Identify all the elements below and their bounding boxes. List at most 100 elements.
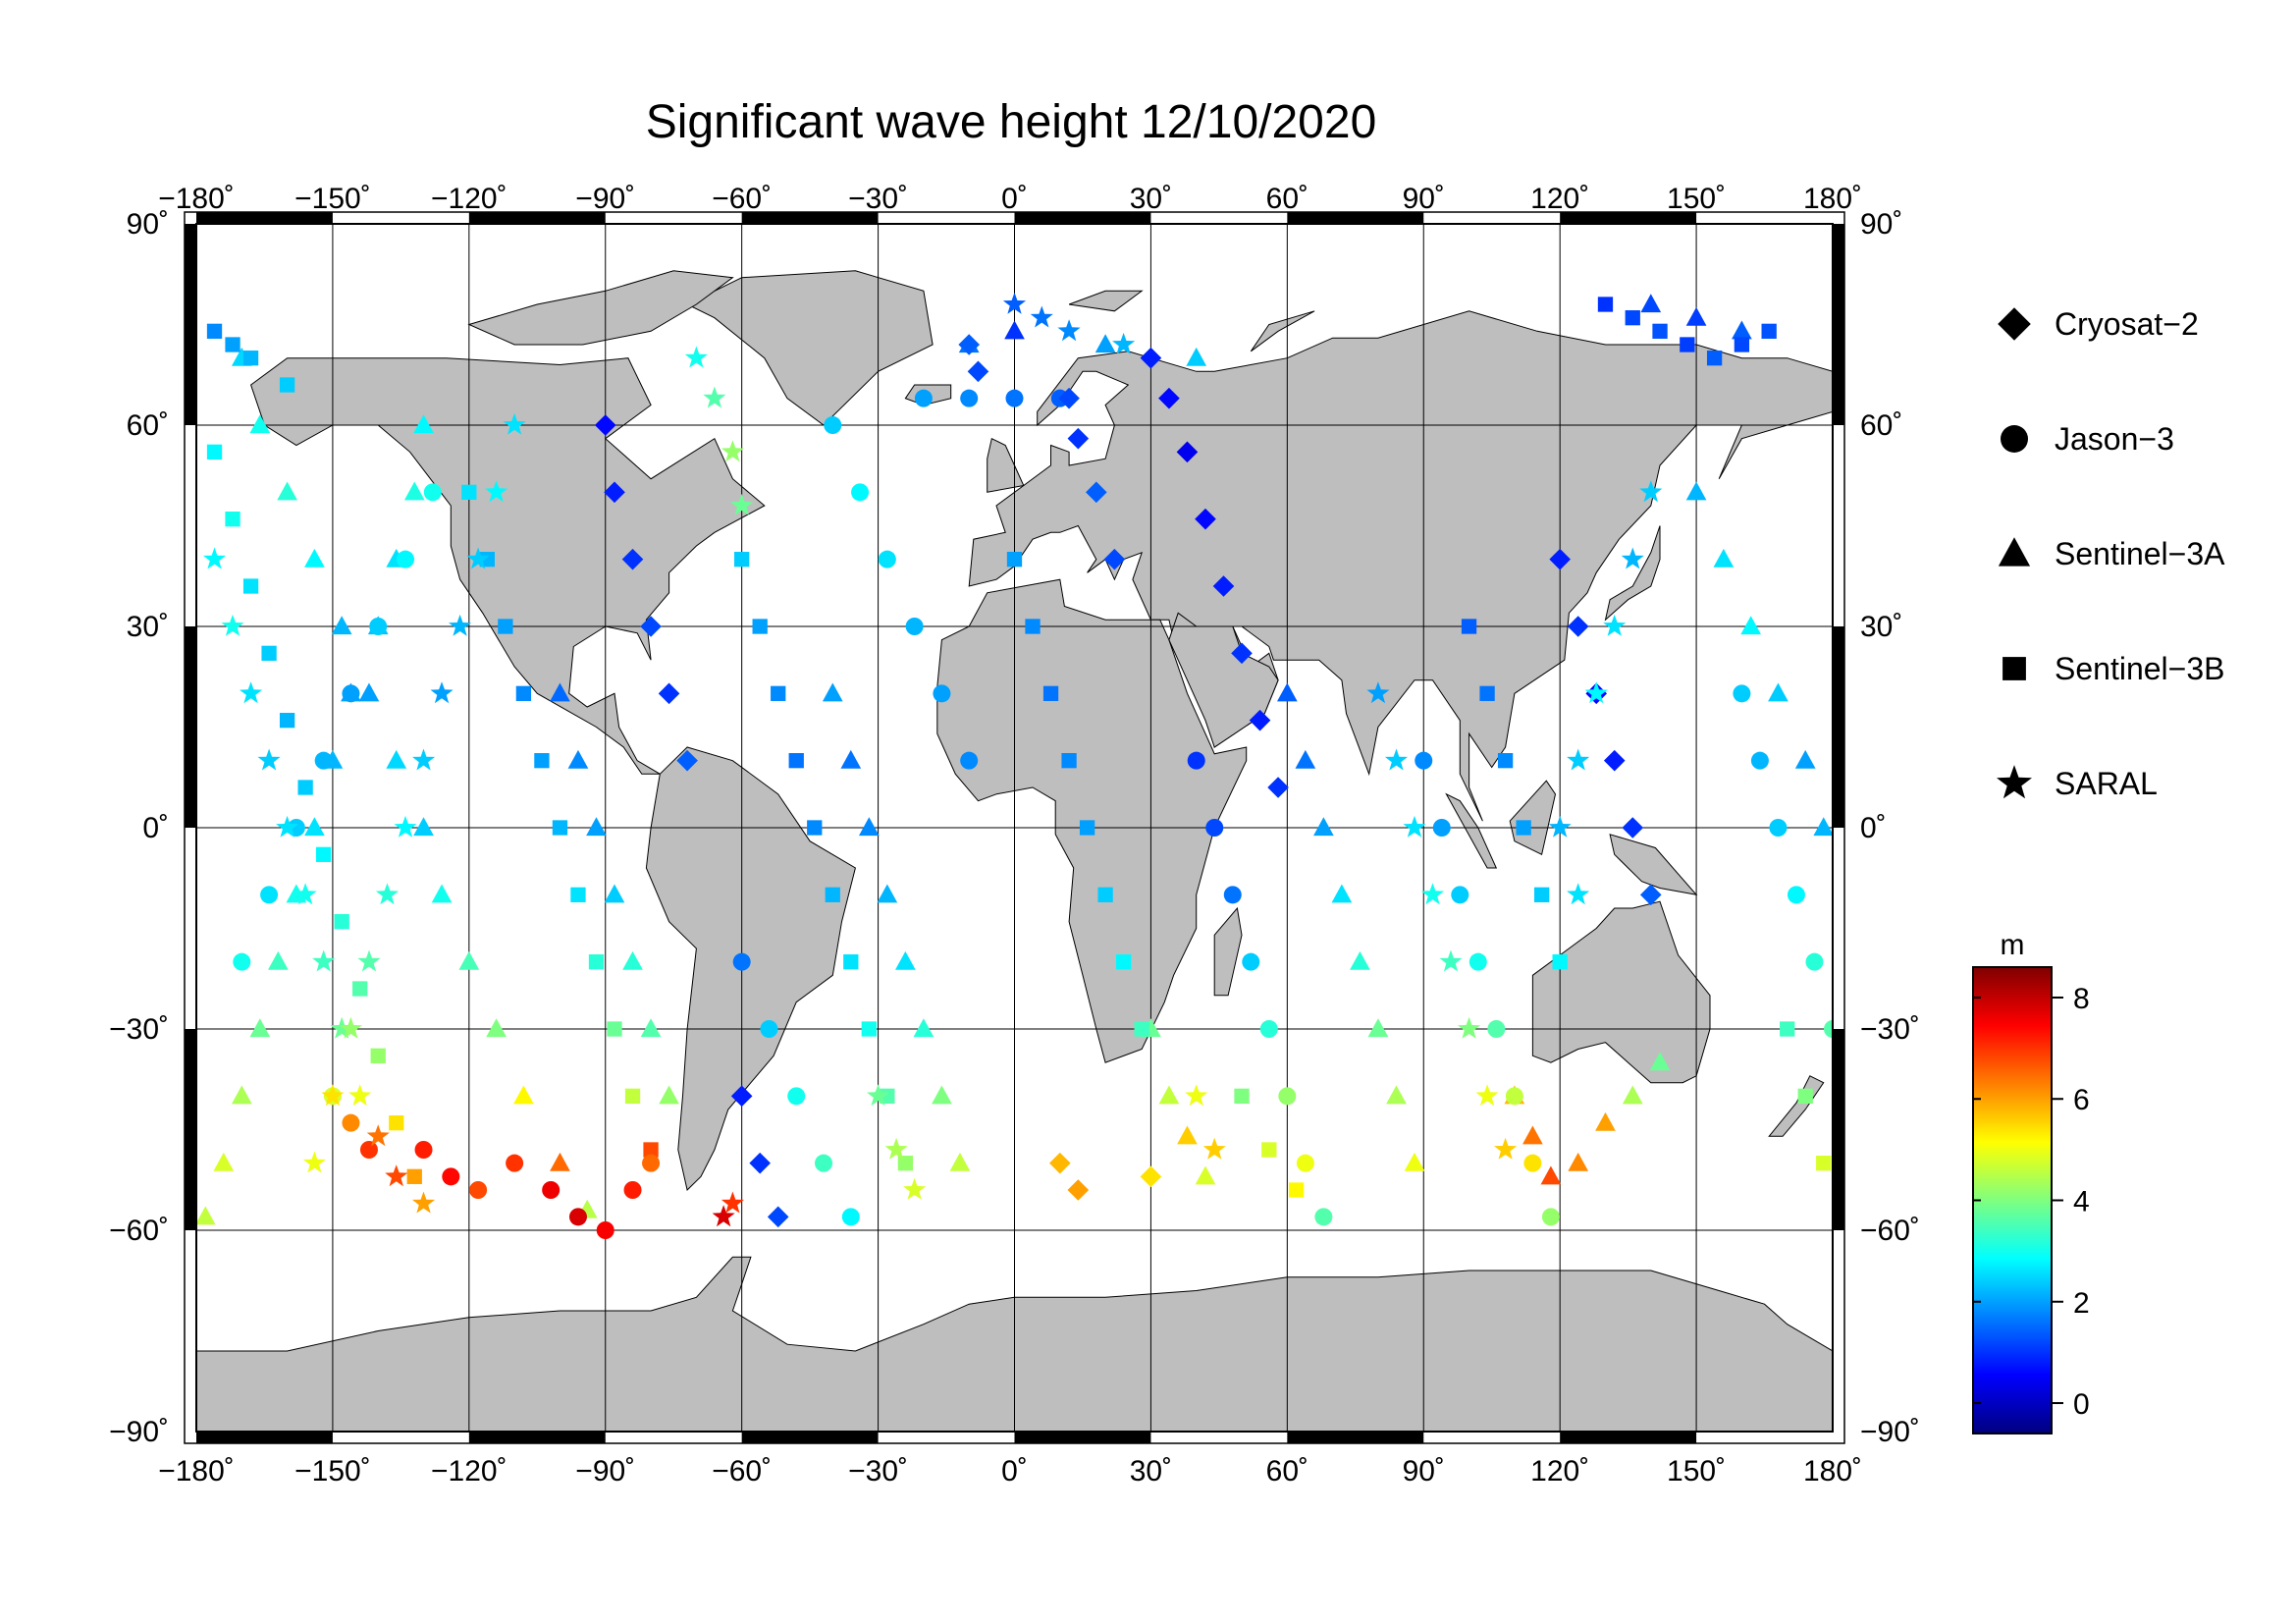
data-point [330,1016,353,1039]
data-point [225,512,240,527]
data-point [1768,682,1789,702]
data-point [1813,817,1833,837]
data-point [302,1151,326,1173]
data-point [461,484,477,500]
data-point [342,1113,360,1132]
lat-tick-label-right: 60˚ [1860,409,1902,442]
data-point [640,1018,662,1038]
data-point [596,1221,614,1239]
data-point [1415,751,1433,770]
frame-segment [1560,212,1697,224]
lon-tick-label-top: −30˚ [848,183,908,215]
data-point [1002,292,1027,314]
data-point [1439,949,1463,972]
data-point [1621,547,1644,569]
data-point [1366,681,1390,704]
land-new-guinea [1609,834,1698,896]
lat-tick-label-right: 0˚ [1860,812,1887,844]
data-point [1242,952,1260,971]
frame-segment [1014,212,1151,224]
data-point [1140,347,1162,369]
data-point [623,1181,642,1199]
lat-tick-label-left: 60˚ [127,409,169,442]
data-point [841,1208,860,1226]
lon-tick-label-top: −150˚ [294,183,371,215]
data-point [1058,387,1080,409]
colorbar-tick-label: 2 [2073,1287,2090,1320]
data-point [895,950,916,970]
data-point [640,616,662,637]
data-point [1475,1084,1499,1107]
satellite-legend: Cryosat−2 Jason−3 Sentinel−3A Sentinel−3B SA… [1997,306,2225,801]
data-point [342,684,360,703]
data-point [412,1191,436,1214]
data-point [622,950,643,970]
data-point [1567,883,1590,905]
data-point [1568,1152,1589,1171]
legend-marker [1998,537,2031,567]
data-point [221,614,244,636]
data-point [1061,753,1077,769]
data-point [684,346,708,368]
data-point [1176,441,1199,463]
data-point [1787,886,1805,904]
lon-tick-label-bottom: −90˚ [575,1455,635,1488]
data-point [506,1154,524,1172]
frame-segment [1287,1432,1424,1443]
land-novaya-zemlya [1250,310,1315,352]
data-point [607,1021,622,1037]
data-point [621,548,644,570]
data-point [905,618,924,635]
land-madagascar [1213,906,1243,997]
legend-item: Sentinel−3B [2002,651,2224,686]
frame-outline [184,211,1845,1444]
data-point [369,618,388,635]
data-point [1639,884,1662,906]
lat-tick-label-right: −90˚ [1860,1416,1920,1448]
data-point [358,682,380,702]
data-point [385,1164,408,1187]
data-point [321,1084,345,1107]
lon-tick-label-top: −120˚ [431,183,507,215]
data-point [550,1152,570,1171]
data-point [1004,320,1025,340]
data-point [824,416,842,434]
data-point [1386,1085,1407,1105]
data-point [1278,1087,1297,1106]
data-point [730,493,754,515]
data-point [1186,347,1207,366]
lon-tick-label-bottom: 0˚ [1001,1455,1028,1488]
data-point [1403,815,1426,838]
data-point [1516,820,1531,836]
legend-marker [1997,765,2032,799]
data-point [279,713,295,729]
data-point [1432,819,1451,837]
frame-segment [185,224,196,425]
frame-segment [1833,1029,1844,1230]
data-point [771,685,786,701]
data-point [397,550,415,568]
data-point [712,1205,735,1227]
data-point [534,753,550,769]
data-point [304,548,325,568]
data-point [1750,751,1769,770]
data-point [242,351,259,366]
lon-tick-label-bottom: −30˚ [848,1455,908,1488]
lon-tick-label-bottom: 180˚ [1803,1455,1862,1488]
data-point [586,817,607,837]
frame-segment [468,212,606,224]
data-point [423,483,442,502]
land-indonesia-2 [1509,780,1557,856]
data-point [1205,819,1224,837]
data-point [359,1141,378,1159]
land-north-america [250,357,766,775]
land-indonesia-1 [1445,792,1498,869]
frame-segment [185,626,196,828]
data-point [643,1142,659,1158]
data-point [1797,1088,1813,1104]
data-point [1134,1021,1149,1037]
data-point [412,748,436,771]
data-point [357,949,381,972]
lon-tick-label-top: −180˚ [158,183,235,215]
data-point [240,681,263,704]
